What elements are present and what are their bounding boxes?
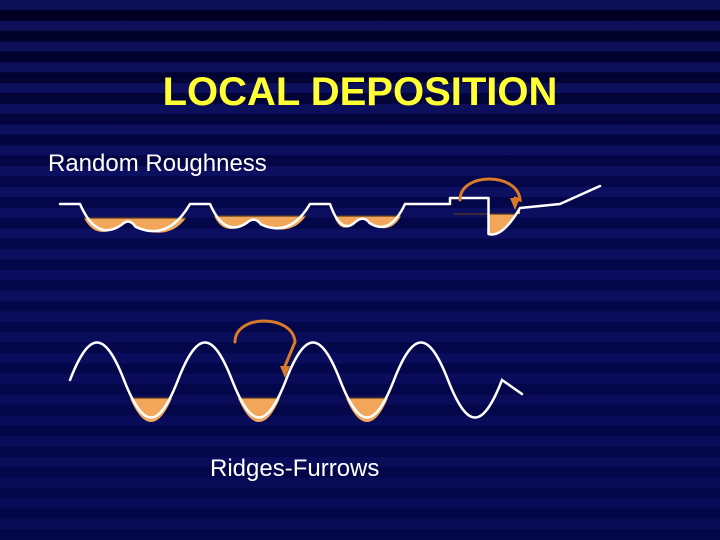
label-ridges-furrows: Ridges-Furrows (210, 455, 379, 483)
slide-root: LOCAL DEPOSITION Random Roughness Ridges… (0, 0, 720, 540)
slide-title: LOCAL DEPOSITION (0, 70, 720, 115)
diagram-ridges-furrows (60, 320, 540, 440)
label-random-roughness: Random Roughness (48, 150, 267, 178)
diagram-random-roughness (60, 190, 600, 270)
